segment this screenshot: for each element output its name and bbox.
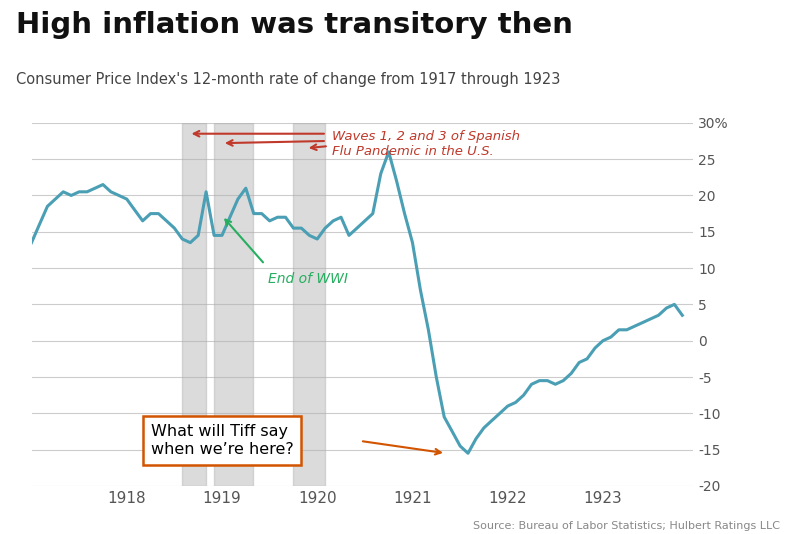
Text: Source: Bureau of Labor Statistics; Hulbert Ratings LLC: Source: Bureau of Labor Statistics; Hulb… (473, 521, 780, 531)
Text: What will Tiff say
when we’re here?: What will Tiff say when we’re here? (151, 424, 293, 457)
Bar (293, 123, 325, 486)
Bar (182, 123, 206, 486)
Text: High inflation was transitory then: High inflation was transitory then (16, 11, 573, 38)
Text: Waves 1, 2 and 3 of Spanish
Flu Pandemic in the U.S.: Waves 1, 2 and 3 of Spanish Flu Pandemic… (332, 130, 519, 158)
Text: End of WWI: End of WWI (268, 272, 348, 286)
Text: Consumer Price Index's 12-month rate of change from 1917 through 1923: Consumer Price Index's 12-month rate of … (16, 72, 560, 87)
Bar (214, 123, 254, 486)
